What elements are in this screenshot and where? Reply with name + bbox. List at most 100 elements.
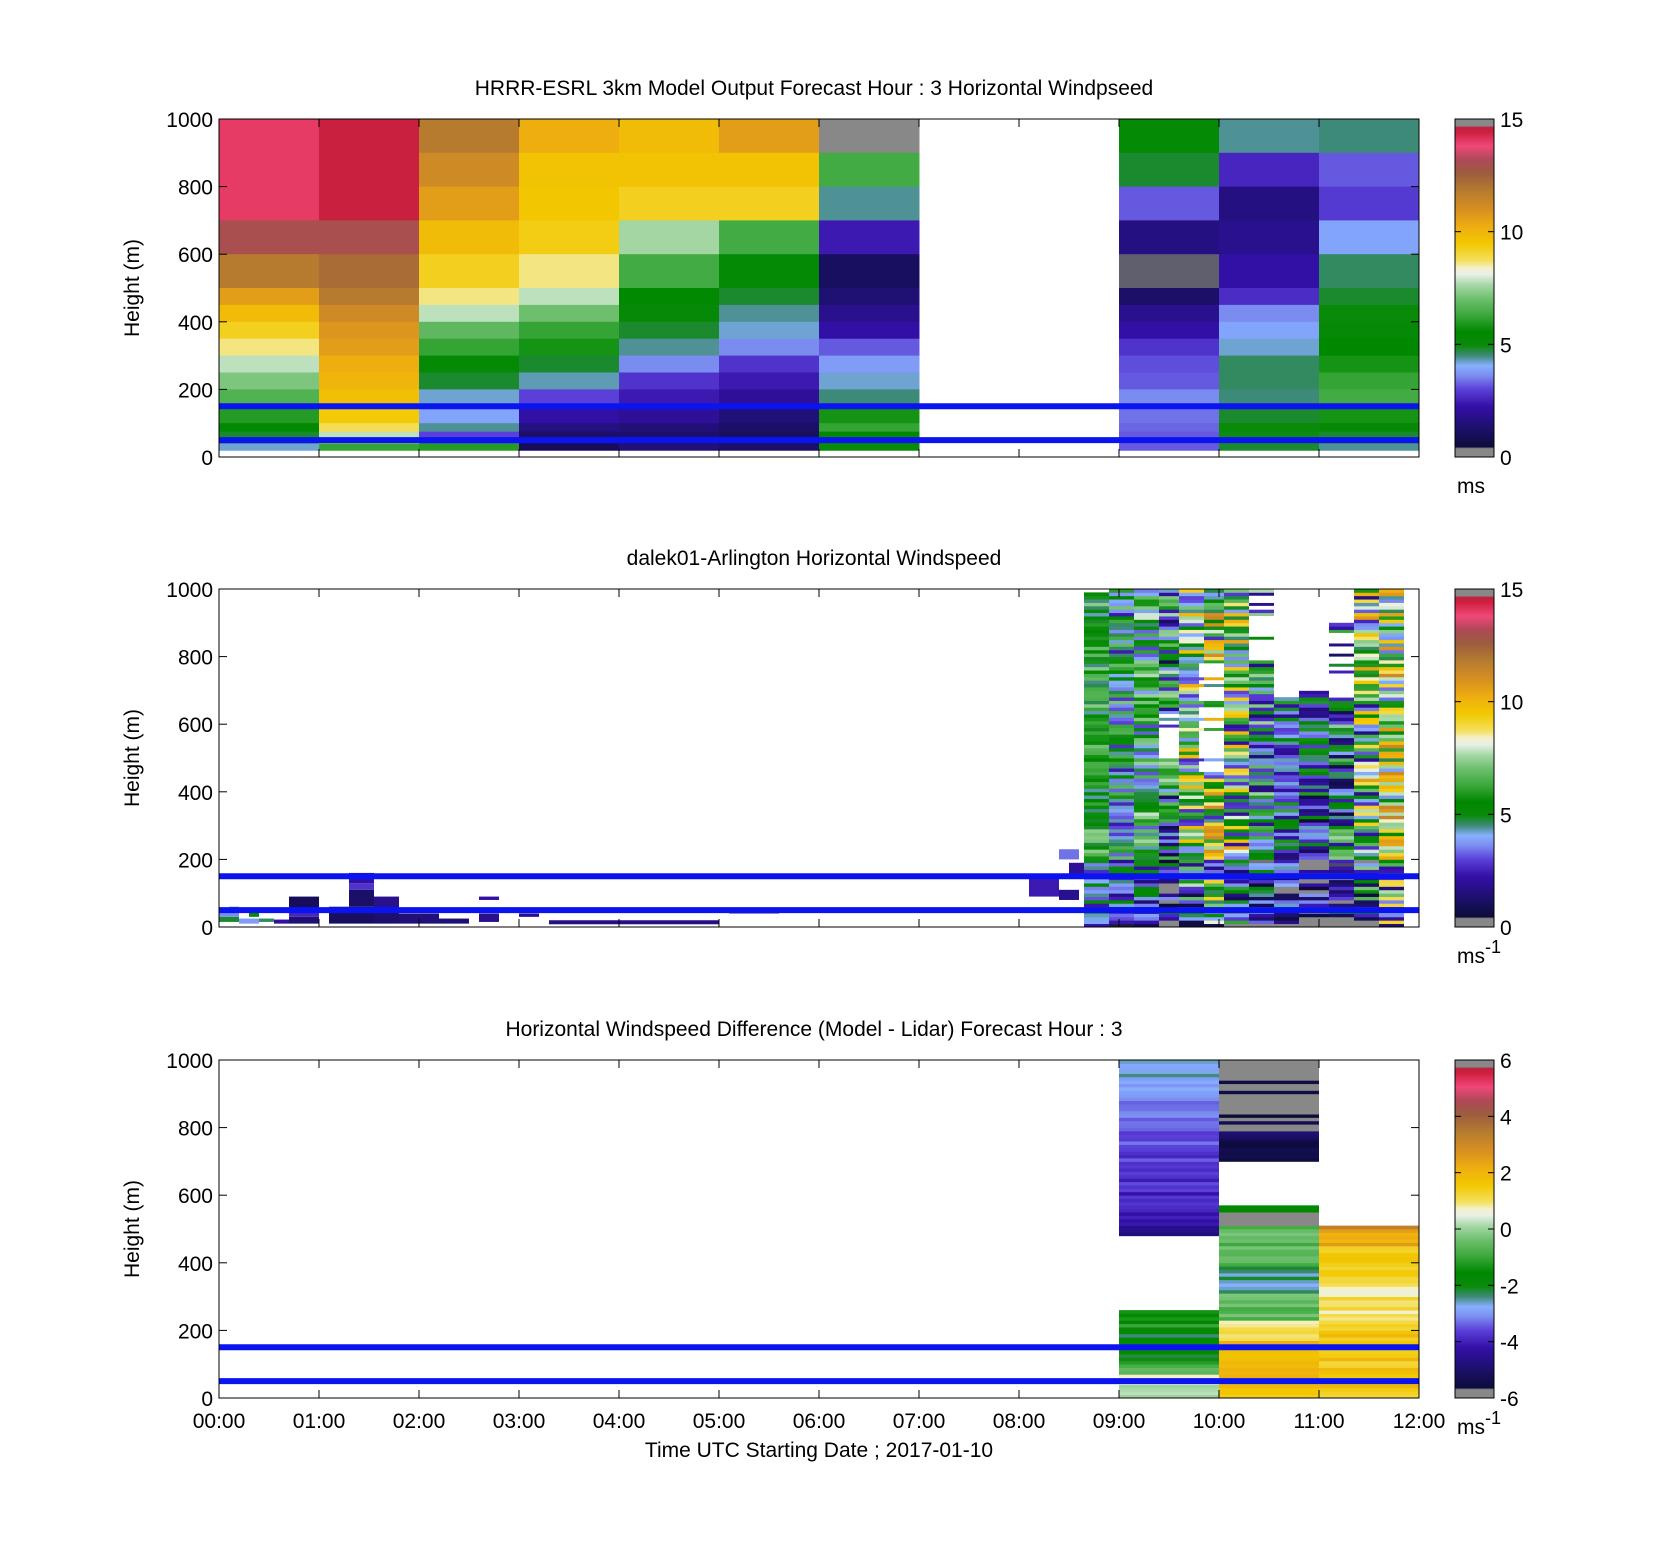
heatmap-cell — [419, 423, 520, 433]
heatmap-cell — [1224, 690, 1249, 695]
heatmap-cell — [1109, 835, 1134, 840]
heatmap-cell — [1224, 896, 1249, 901]
heatmap-cell — [1329, 893, 1354, 897]
heatmap-cell — [1119, 1154, 1219, 1159]
heatmap-cell — [1224, 845, 1249, 850]
heatmap-cell — [1134, 717, 1159, 722]
heatmap-cell — [1274, 791, 1299, 796]
heatmap-gap — [1299, 609, 1329, 614]
heatmap-cell — [1224, 673, 1249, 678]
heatmap-gap — [1274, 636, 1299, 641]
heatmap-cell — [1274, 778, 1299, 783]
heatmap-cell — [1159, 632, 1179, 637]
heatmap-cell — [1224, 832, 1249, 837]
heatmap-cell — [1274, 703, 1299, 708]
heatmap-cell — [1109, 659, 1134, 664]
heatmap-cell — [1179, 889, 1204, 894]
heatmap-cell — [1329, 717, 1354, 722]
heatmap-cell — [1219, 1130, 1319, 1135]
heatmap-cell — [1109, 798, 1134, 803]
heatmap-cell — [1109, 592, 1134, 597]
heatmap-gap — [1329, 632, 1354, 637]
heatmap-cell — [1224, 602, 1249, 607]
heatmap-cell — [1219, 1272, 1319, 1277]
heatmap-cell — [1354, 680, 1379, 685]
heatmap-cell — [319, 304, 420, 323]
heatmap-cell — [1299, 730, 1329, 735]
heatmap-cell — [1379, 842, 1404, 847]
heatmap-cell — [1219, 1151, 1319, 1156]
heatmap-cell — [1354, 805, 1379, 810]
heatmap-cell — [1134, 690, 1159, 695]
heatmap-cell — [419, 443, 520, 451]
heatmap-cell — [1224, 619, 1249, 624]
heatmap-cell — [1299, 805, 1329, 810]
heatmap-cell — [1119, 1090, 1219, 1095]
heatmap-cell — [1179, 852, 1204, 857]
heatmap-cell — [1354, 592, 1379, 597]
heatmap-gap — [1329, 676, 1354, 681]
heatmap-cell — [419, 288, 520, 306]
heatmap-cell — [1379, 913, 1404, 918]
heatmap-cell — [1084, 785, 1109, 789]
heatmap-cell — [1219, 1299, 1319, 1304]
heatmap-cell — [1224, 747, 1249, 752]
heatmap-cell — [1159, 771, 1179, 776]
heatmap-cell — [1159, 643, 1179, 647]
heatmap-cell — [1219, 186, 1320, 221]
heatmap-cell — [1179, 659, 1204, 664]
heatmap-cell — [1219, 1154, 1319, 1159]
heatmap-cell — [1379, 707, 1404, 712]
heatmap-cell — [1204, 818, 1224, 823]
heatmap-cell — [319, 220, 420, 255]
heatmap-cell — [1249, 764, 1274, 769]
heatmap-cell — [1299, 842, 1329, 847]
heatmap-cell — [1119, 1181, 1219, 1186]
heatmap-cell — [1084, 700, 1109, 705]
heatmap-cell — [419, 186, 520, 221]
heatmap-cell — [1204, 589, 1224, 593]
heatmap-cell — [1179, 707, 1204, 712]
heatmap-cell — [1219, 443, 1320, 451]
heatmap-cell — [1379, 683, 1404, 688]
heatmap-cell — [1119, 1141, 1219, 1145]
heatmap-cell — [1109, 673, 1134, 678]
heatmap-cell — [1319, 1229, 1419, 1233]
heatmap-gap — [1299, 659, 1329, 664]
heatmap-cell — [1084, 764, 1109, 769]
heatmap-gap — [1199, 761, 1224, 766]
heatmap-cell — [1329, 768, 1354, 772]
x-tick-label: 10:00 — [1193, 1410, 1246, 1433]
heatmap-cell — [1119, 1191, 1219, 1196]
heatmap-cell — [419, 372, 520, 390]
heatmap-cell — [1319, 1299, 1419, 1304]
heatmap-cell — [219, 406, 320, 424]
heatmap-gap — [1159, 727, 1179, 732]
heatmap-cell — [1274, 720, 1299, 725]
heatmap-cell — [1274, 913, 1299, 918]
heatmap-cell — [1204, 659, 1224, 664]
heatmap-cell — [1249, 673, 1274, 678]
heatmap-cell — [1109, 812, 1134, 816]
heatmap-cell — [1329, 774, 1354, 779]
heatmap-cell — [1109, 781, 1134, 786]
heatmap-cell — [1249, 849, 1274, 854]
heatmap-cell — [1179, 687, 1204, 691]
heatmap-cell — [819, 304, 920, 323]
heatmap-cell — [1319, 1333, 1419, 1338]
panel-lidar-title: dalek01-Arlington Horizontal Windspeed — [627, 547, 1002, 570]
heatmap-cell — [519, 288, 620, 306]
heatmap-cell — [519, 119, 620, 154]
heatmap-cell — [1319, 1283, 1419, 1287]
heatmap-cell — [1354, 835, 1379, 840]
heatmap-cell — [1134, 683, 1159, 688]
heatmap-cell — [1179, 663, 1204, 668]
heatmap-cell — [1109, 589, 1134, 593]
heatmap-cell — [419, 389, 520, 407]
heatmap-cell — [1379, 866, 1404, 870]
heatmap-cell — [1219, 1083, 1319, 1088]
heatmap-cell — [1159, 724, 1179, 728]
heatmap-cell — [619, 389, 720, 407]
heatmap-cell — [1249, 913, 1274, 918]
